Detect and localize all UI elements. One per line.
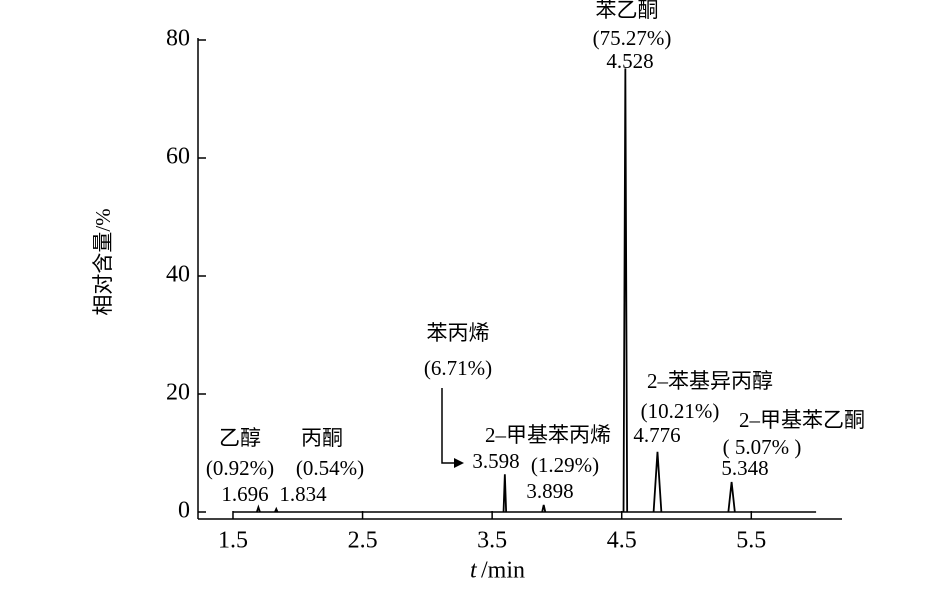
x-axis-unit: /min	[481, 558, 525, 584]
y-tick-label: 80	[166, 26, 190, 52]
peak-name: 2–甲基苯乙酮	[739, 408, 865, 432]
peak-name: 丙酮	[301, 426, 343, 450]
peak-percent: (0.92%)	[206, 456, 274, 480]
arrow-head	[454, 458, 464, 468]
x-tick-label: 4.5	[607, 528, 637, 554]
y-tick-label: 0	[178, 498, 190, 524]
peak-time: 4.528	[606, 49, 653, 73]
peak-percent: (1.29%)	[531, 453, 599, 477]
y-tick-label: 20	[166, 380, 190, 406]
peak-percent: (75.27%)	[593, 26, 672, 50]
x-tick-label: 3.5	[477, 528, 507, 554]
peak	[255, 504, 261, 513]
peak-percent: (6.71%)	[424, 356, 492, 380]
y-tick-label: 40	[166, 262, 190, 288]
x-tick-label: 1.5	[218, 528, 248, 554]
peak	[652, 451, 663, 513]
peak-percent: (10.21%)	[641, 399, 720, 423]
peak-name: 2–甲基苯丙烯	[485, 423, 611, 447]
peak-time: 1.696	[221, 482, 268, 506]
peak	[274, 506, 279, 513]
y-axis-label: 相对含量/%	[91, 208, 115, 315]
x-tick-label: 2.5	[348, 528, 378, 554]
peak	[541, 504, 547, 513]
x-tick-label: 5.5	[736, 528, 766, 554]
peak-time: 3.898	[526, 479, 573, 503]
y-tick-label: 60	[166, 144, 190, 170]
peak	[502, 474, 508, 513]
peak-time: 5.348	[721, 456, 768, 480]
peak-name: 乙醇	[219, 426, 261, 450]
peak-percent: ( 5.07% )	[723, 435, 802, 459]
peak	[622, 68, 629, 513]
peak-name: 苯乙酮	[596, 0, 659, 22]
peak-time: 4.776	[633, 423, 680, 447]
peak	[727, 481, 736, 513]
peak-percent: (0.54%)	[296, 456, 364, 480]
peak-time: 3.598	[472, 449, 519, 473]
x-axis-symbol: t	[470, 558, 478, 584]
peak-time: 1.834	[279, 482, 327, 506]
annotation-arrow	[441, 388, 460, 464]
peak-name: 苯丙烯	[427, 321, 490, 345]
peak-name: 2–苯基异丙醇	[647, 369, 773, 393]
